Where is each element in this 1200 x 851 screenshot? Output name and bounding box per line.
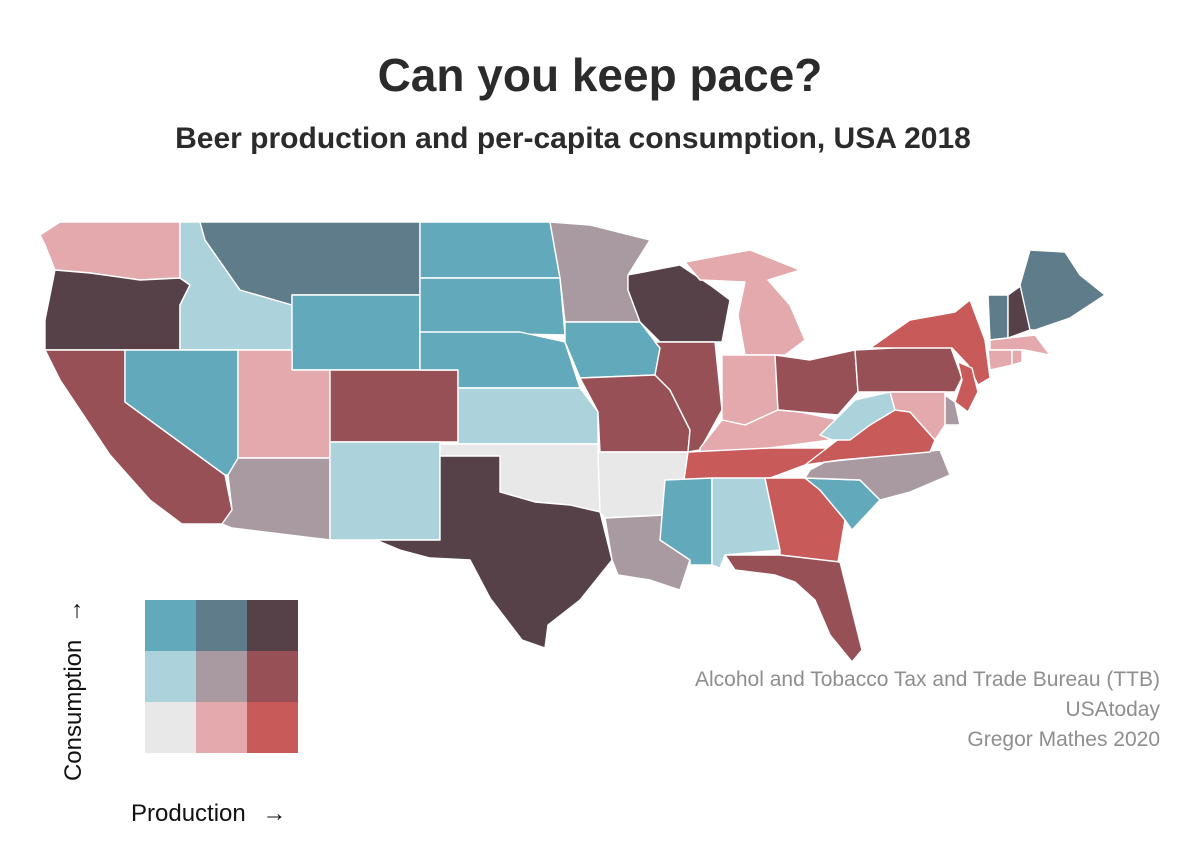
legend-cell-mid-low bbox=[196, 702, 247, 753]
arrow-right-icon: → bbox=[262, 800, 287, 827]
source-credits: Alcohol and Tobacco Tax and Trade Bureau… bbox=[695, 665, 1160, 755]
state-vt bbox=[987, 294, 1009, 341]
state-nd bbox=[419, 221, 561, 279]
state-or bbox=[44, 269, 191, 351]
legend-cell-low-low bbox=[145, 702, 196, 753]
page-subtitle: Beer production and per-capita consumpti… bbox=[175, 122, 971, 155]
state-wv bbox=[819, 391, 896, 441]
state-ia bbox=[564, 321, 661, 379]
x-label-text: Production bbox=[131, 800, 246, 827]
legend-x-axis-label: Production → bbox=[131, 800, 286, 828]
legend-y-axis-label: Consumption → bbox=[60, 599, 88, 781]
state-pa bbox=[854, 344, 963, 393]
arrow-right-icon: → bbox=[60, 598, 87, 623]
state-nj bbox=[954, 361, 979, 413]
credit-line: Alcohol and Tobacco Tax and Trade Bureau… bbox=[695, 668, 1160, 691]
page-title: Can you keep pace? bbox=[377, 49, 823, 101]
y-label-text: Consumption bbox=[60, 639, 87, 782]
legend-cell-mid-mid bbox=[196, 651, 247, 702]
legend-cell-high-mid bbox=[247, 651, 298, 702]
legend-cell-high-low bbox=[247, 702, 298, 753]
state-co bbox=[329, 369, 459, 443]
state-nc bbox=[804, 449, 951, 501]
state-wi bbox=[627, 264, 731, 343]
state-fl bbox=[724, 554, 863, 663]
state-il bbox=[654, 341, 723, 453]
state-nm bbox=[329, 441, 441, 541]
bivariate-legend bbox=[145, 600, 298, 753]
state-me bbox=[1019, 249, 1106, 331]
state-wy bbox=[291, 294, 421, 371]
legend-cell-high-high bbox=[247, 600, 298, 651]
state-mi bbox=[684, 249, 806, 356]
state-az bbox=[221, 457, 331, 541]
state-tx bbox=[375, 455, 613, 649]
legend-cell-mid-high bbox=[196, 600, 247, 651]
state-ny bbox=[869, 299, 991, 386]
state-oh bbox=[774, 349, 859, 416]
state-ks bbox=[457, 387, 599, 445]
state-md bbox=[889, 391, 946, 441]
state-ri bbox=[1011, 349, 1023, 366]
credit-line: Gregor Mathes 2020 bbox=[967, 728, 1160, 751]
credit-line: USAtoday bbox=[1065, 698, 1160, 721]
legend-cell-low-high bbox=[145, 600, 196, 651]
legend-cell-low-mid bbox=[145, 651, 196, 702]
state-ct bbox=[987, 349, 1013, 371]
state-sd bbox=[419, 277, 566, 336]
state-ky bbox=[699, 409, 839, 453]
